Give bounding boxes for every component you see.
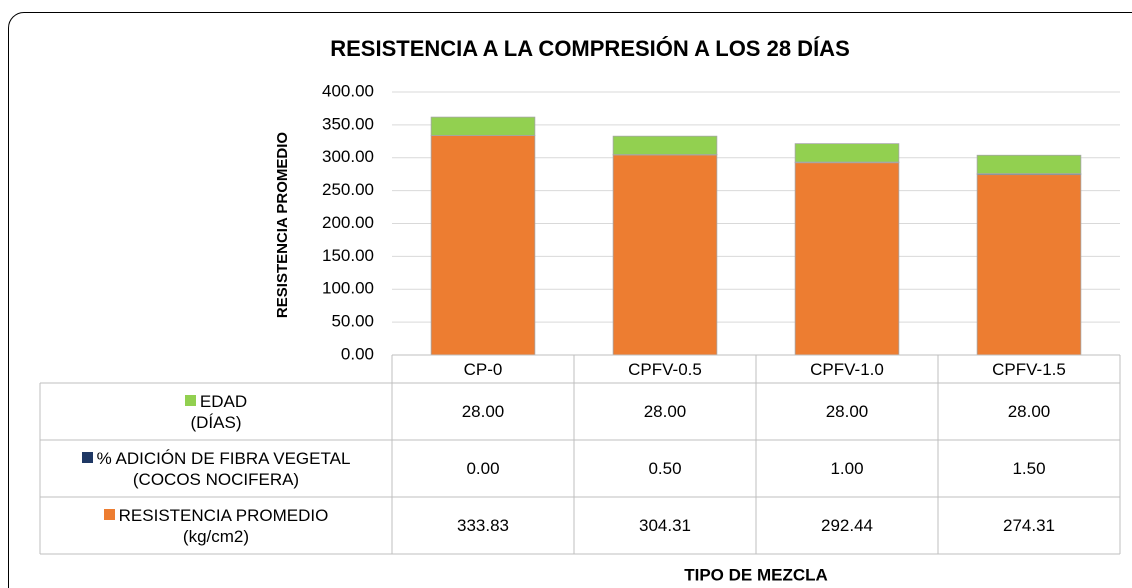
- data-table-value: 0.00: [392, 440, 574, 497]
- chart-title: RESISTENCIA A LA COMPRESIÓN A LOS 28 DÍA…: [330, 36, 850, 61]
- data-table-value: 274.31: [938, 497, 1120, 554]
- x-axis-label: TIPO DE MEZCLA: [684, 565, 828, 584]
- chart-frame: [8, 12, 1132, 588]
- legend-key: [184, 394, 196, 406]
- data-table-value-text: 304.31: [639, 516, 691, 535]
- x-tick-label: CPFV-0.5: [574, 355, 756, 383]
- data-table-value: 1.50: [938, 440, 1120, 497]
- data-table-value: 28.00: [938, 383, 1120, 440]
- data-table-value-text: 333.83: [457, 516, 509, 535]
- legend-label: EDAD (DÍAS): [190, 391, 248, 432]
- data-table-value: 304.31: [574, 497, 756, 554]
- legend-label: % ADICIÓN DE FIBRA VEGETAL (COCOS NOCIFE…: [96, 448, 351, 489]
- legend-content: EDAD (DÍAS): [184, 391, 248, 433]
- x-tick-label-text: CP-0: [463, 359, 503, 379]
- bar-segment: [430, 116, 536, 136]
- x-tick-label: CPFV-1.5: [938, 355, 1120, 383]
- x-tick-label-text: CPFV-1.0: [810, 359, 884, 379]
- y-tick-label: 350.00: [322, 114, 374, 133]
- data-table-value-text: 0.00: [466, 459, 500, 478]
- legend-content: % ADICIÓN DE FIBRA VEGETAL (COCOS NOCIFE…: [81, 448, 351, 490]
- data-table-value-text: 1.50: [1012, 459, 1046, 478]
- legend-entry: EDAD (DÍAS): [40, 383, 392, 440]
- legend-entry: % ADICIÓN DE FIBRA VEGETAL (COCOS NOCIFE…: [40, 440, 392, 497]
- legend-entry: RESISTENCIA PROMEDIO (kg/cm2): [40, 497, 392, 554]
- data-table-value-text: 28.00: [643, 402, 687, 421]
- data-table-value-text: 28.00: [461, 402, 505, 421]
- bar-segment: [430, 135, 536, 356]
- data-table-value: 333.83: [392, 497, 574, 554]
- data-table-value-text: 274.31: [1003, 516, 1055, 535]
- legend-label: RESISTENCIA PROMEDIO (kg/cm2): [118, 505, 329, 546]
- data-table-value: 0.50: [574, 440, 756, 497]
- bar-segment: [794, 143, 900, 163]
- data-table-value-text: 292.44: [821, 516, 873, 535]
- data-table-value: 28.00: [574, 383, 756, 440]
- legend-key: [103, 508, 115, 520]
- bar-segment: [976, 174, 1082, 356]
- x-tick-label: CP-0: [392, 355, 574, 383]
- data-table-value: 28.00: [756, 383, 938, 440]
- y-tick-label: 0.00: [341, 344, 374, 363]
- data-table-value-text: 1.00: [830, 459, 864, 478]
- bar-segment: [612, 154, 718, 356]
- data-table-value: 1.00: [756, 440, 938, 497]
- y-tick-label: 300.00: [322, 147, 374, 166]
- y-axis-label: RESISTENCIA PROMEDIO: [274, 132, 291, 318]
- bar-segment: [794, 162, 900, 356]
- y-tick-label: 200.00: [322, 213, 374, 232]
- y-tick-label: 250.00: [322, 180, 374, 199]
- data-table-value-text: 28.00: [1007, 402, 1051, 421]
- y-tick-label: 50.00: [331, 312, 374, 331]
- y-tick-label: 400.00: [322, 81, 374, 100]
- data-table-value: 28.00: [392, 383, 574, 440]
- data-table-value-text: 0.50: [648, 459, 682, 478]
- legend-content: RESISTENCIA PROMEDIO (kg/cm2): [103, 505, 329, 547]
- data-table-value: 292.44: [756, 497, 938, 554]
- y-tick-label: 100.00: [322, 279, 374, 298]
- bar-segment: [976, 154, 1082, 175]
- x-tick-label-text: CPFV-1.5: [992, 359, 1066, 379]
- bar-segment: [612, 135, 718, 155]
- x-tick-label: CPFV-1.0: [756, 355, 938, 383]
- x-tick-label-text: CPFV-0.5: [628, 359, 702, 379]
- legend-key: [81, 451, 93, 463]
- y-tick-label: 150.00: [322, 246, 374, 265]
- data-table-value-text: 28.00: [825, 402, 869, 421]
